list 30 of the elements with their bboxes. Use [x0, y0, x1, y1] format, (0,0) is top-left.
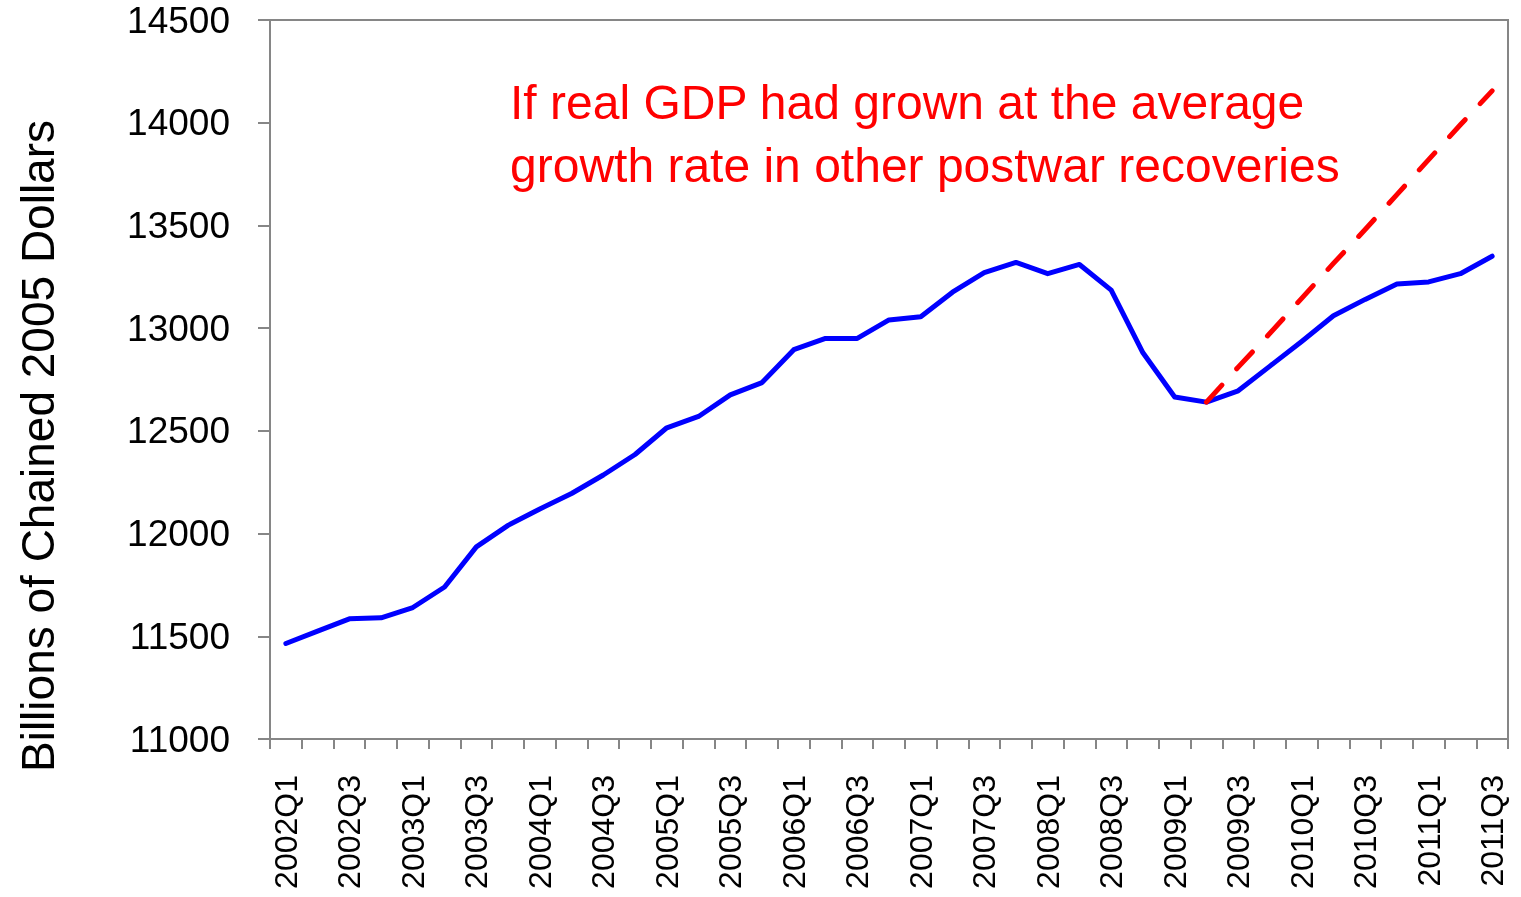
x-tick-label: 2005Q1	[648, 775, 685, 889]
x-tick-label: 2006Q3	[839, 775, 876, 889]
x-tick-label: 2002Q3	[331, 775, 368, 889]
x-tick-label: 2004Q1	[521, 775, 558, 889]
x-tick-label: 2008Q3	[1093, 775, 1130, 889]
x-tick-label: 2003Q1	[394, 775, 431, 889]
y-tick-label: 12500	[127, 410, 230, 452]
x-tick-label: 2009Q3	[1220, 775, 1257, 889]
x-tick-label: 2011Q3	[1474, 775, 1511, 887]
y-tick-label: 14500	[127, 0, 230, 41]
series-label: If real GDP had grown at the average growth rate in other postwar recoveries	[510, 76, 1340, 192]
y-tick-label: 13000	[127, 307, 230, 349]
x-tick-label: 2011Q1	[1410, 775, 1447, 887]
x-tick-label: 2010Q1	[1283, 775, 1320, 889]
x-tick-label: 2005Q3	[712, 775, 749, 889]
y-tick-label: 14000	[127, 102, 230, 144]
x-tick-label: 2010Q3	[1347, 775, 1384, 889]
x-tick-label: 2004Q3	[585, 775, 622, 889]
y-tick-label: 13500	[127, 204, 230, 246]
x-tick-label: 2009Q1	[1156, 775, 1193, 889]
y-axis-title: Billions of Chained 2005 Dollars	[12, 119, 64, 773]
x-tick-label: 2008Q1	[1029, 775, 1066, 889]
y-tick-label: 11000	[129, 718, 230, 760]
x-tick-label: 2003Q3	[458, 775, 495, 889]
x-tick-label: 2002Q1	[267, 775, 304, 889]
x-tick-label: 2007Q3	[966, 775, 1003, 889]
x-tick-label: 2007Q1	[902, 775, 939, 889]
y-tick-label: 11500	[129, 615, 230, 657]
x-tick-label: 2006Q1	[775, 775, 812, 889]
y-tick-label: 12000	[127, 513, 230, 555]
